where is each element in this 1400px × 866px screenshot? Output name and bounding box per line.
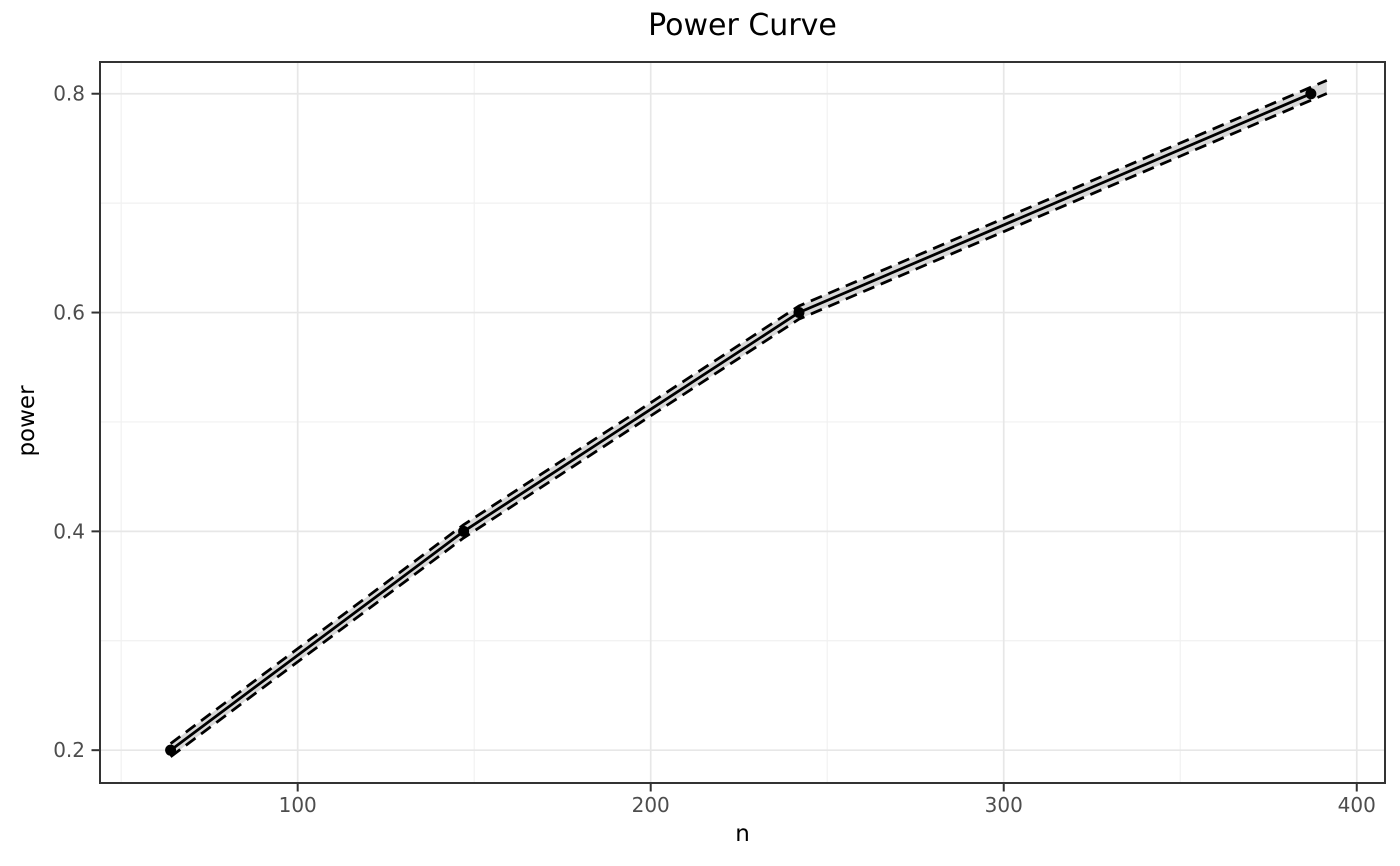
data-point bbox=[458, 525, 470, 537]
y-axis-title: power bbox=[14, 385, 40, 457]
confidence-band-lower-edge bbox=[169, 92, 1328, 758]
data-point bbox=[793, 307, 805, 319]
confidence-band-upper-edge bbox=[169, 79, 1328, 745]
plot-title: Power Curve bbox=[648, 8, 837, 43]
power-curve-line bbox=[169, 92, 1312, 752]
x-axis-title: n bbox=[735, 821, 750, 847]
x-tick-label: 300 bbox=[985, 793, 1023, 817]
x-tick-label: 100 bbox=[279, 793, 317, 817]
panel-border bbox=[99, 61, 1386, 784]
data-point bbox=[1305, 88, 1317, 100]
y-tick-label: 0.4 bbox=[53, 519, 85, 543]
y-tick-label: 0.8 bbox=[53, 82, 85, 106]
x-tick-label: 400 bbox=[1338, 793, 1376, 817]
data-point bbox=[165, 744, 177, 756]
y-tick-label: 0.2 bbox=[53, 738, 85, 762]
y-tick-label: 0.6 bbox=[53, 301, 85, 325]
x-tick-label: 200 bbox=[632, 793, 670, 817]
